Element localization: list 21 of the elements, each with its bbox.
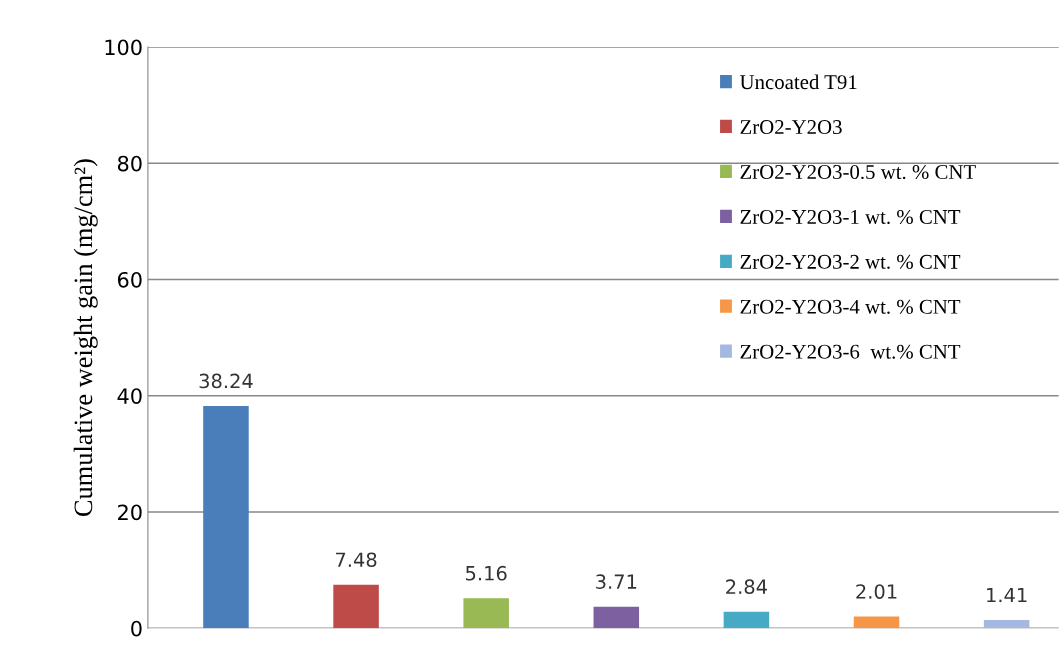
- data-label: 5.16: [466, 565, 507, 581]
- y-tick-label: 40: [117, 388, 142, 404]
- data-label: 7.48: [336, 552, 377, 568]
- legend-label: Uncoated T91: [739, 74, 857, 90]
- y-tick-label: 60: [117, 271, 142, 288]
- y-axis-title: Cumulative weight gain (mg/cm²): [73, 159, 98, 516]
- data-label: 2.84: [726, 579, 767, 595]
- legend-label: ZrO2-Y2O3-1 wt. % CNT: [740, 209, 961, 225]
- y-tick-label: 20: [118, 504, 142, 521]
- legend-label: ZrO2-Y2O3-0.5 wt. % CNT: [740, 164, 976, 180]
- data-label: 1.41: [987, 587, 1027, 603]
- legend-label: ZrO2-Y2O3: [740, 120, 842, 135]
- data-label: 3.71: [596, 574, 637, 589]
- legend-label: ZrO2-Y2O3-4 wt. % CNT: [740, 299, 961, 314]
- y-tick-label: 0: [131, 620, 142, 637]
- y-tick-label: 80: [117, 155, 142, 172]
- data-label: 38.24: [199, 373, 253, 389]
- legend-label: ZrO2-Y2O3-6 wt.% CNT: [740, 344, 961, 359]
- legend-label: ZrO2-Y2O3-2 wt. % CNT: [740, 254, 961, 269]
- y-tick-label: 100: [105, 39, 142, 56]
- data-label: 2.01: [856, 584, 897, 599]
